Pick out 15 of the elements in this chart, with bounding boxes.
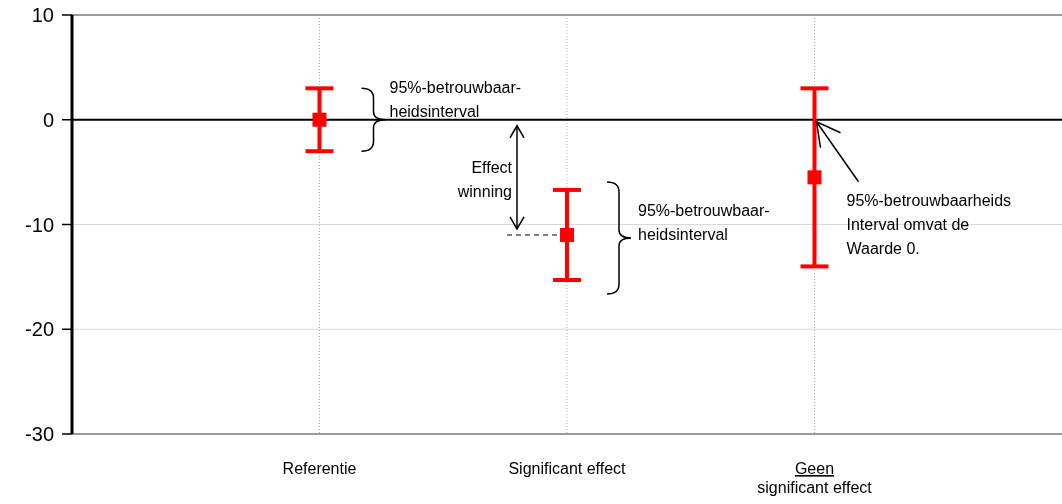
y-tick-label: -10 — [25, 213, 54, 236]
y-tick-label: 10 — [31, 4, 54, 26]
point — [312, 112, 327, 127]
point — [560, 227, 574, 242]
y-tick-label: -20 — [25, 318, 54, 341]
annotation: 95%-betrouwbaar- heidsinterval — [389, 79, 522, 121]
y-tick-label: -30 — [25, 423, 54, 445]
x-tick-label: Significant effect — [508, 460, 627, 477]
annotation: 95%-betrouwbaarheids Interval omvat de Waarde 0. — [846, 191, 1012, 257]
annotation: 95%-betrouwbaar- heidsinterval — [638, 201, 770, 243]
annotation: Effect winning — [456, 159, 513, 201]
y-tick-label: 0 — [42, 108, 54, 131]
point — [807, 170, 822, 185]
x-tick-label: Referentie — [282, 460, 357, 477]
x-tick-label: Geen significant effect — [757, 460, 873, 496]
